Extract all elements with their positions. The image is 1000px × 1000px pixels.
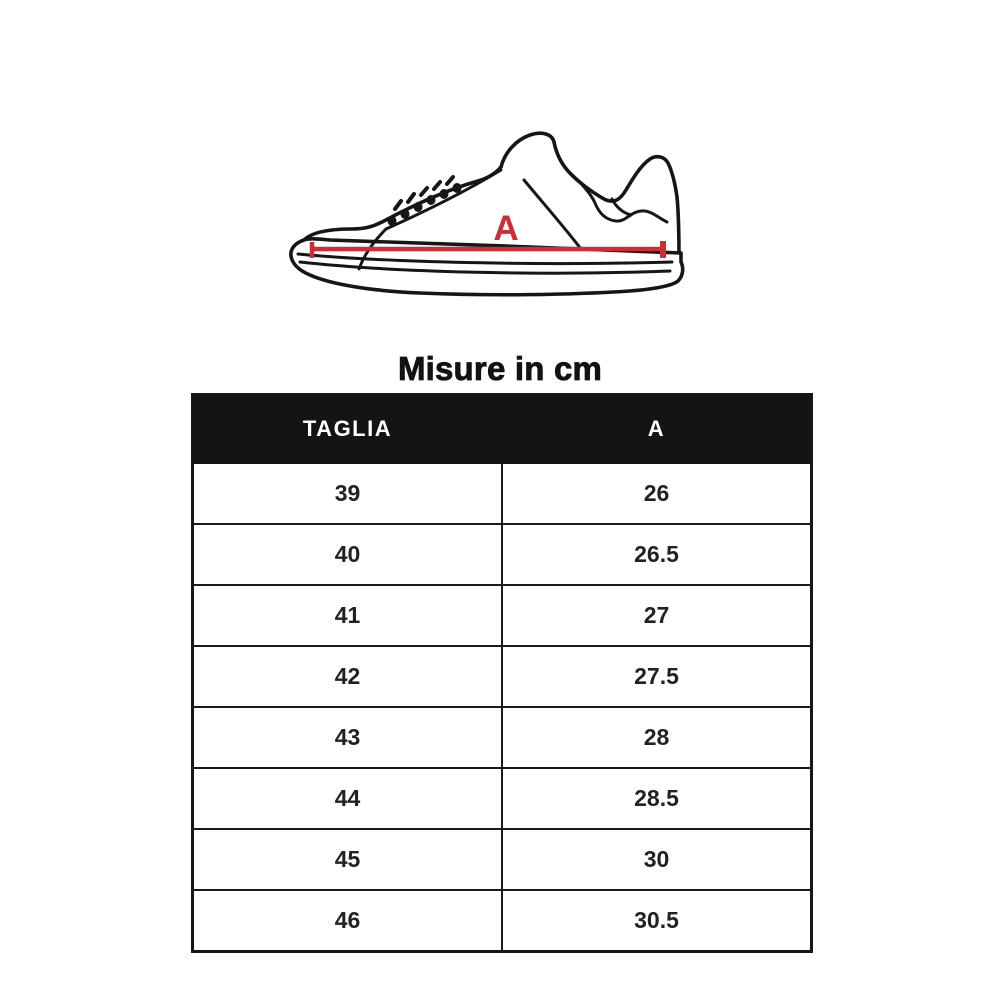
table-row: 42 27.5 [191, 645, 813, 708]
header-cell-a: A [501, 393, 813, 464]
table-row: 46 30.5 [191, 889, 813, 953]
table-row: 43 28 [191, 706, 813, 769]
table-header-row: TAGLIA A [191, 393, 813, 464]
cell-a: 27 [501, 584, 813, 647]
shoe-upper-outline [302, 131, 681, 264]
cell-a: 27.5 [501, 645, 813, 708]
table-row: 41 27 [191, 584, 813, 647]
table-row: 44 28.5 [191, 767, 813, 830]
cell-a: 30.5 [501, 889, 813, 953]
quarter-panel-seam [522, 178, 583, 251]
measurement-line-a [309, 241, 666, 258]
table-row: 45 30 [191, 828, 813, 891]
size-table: TAGLIA A 39 26 40 26.5 41 27 42 27.5 43 [191, 393, 813, 953]
cell-taglia: 42 [191, 645, 503, 708]
collar-heel-seam [566, 169, 669, 224]
cell-a: 26 [501, 462, 813, 525]
cell-a: 28 [501, 706, 813, 769]
table-row: 39 26 [191, 462, 813, 525]
table-row: 40 26.5 [191, 523, 813, 586]
cell-a: 30 [501, 828, 813, 891]
sneaker-illustration: A [289, 131, 685, 297]
cell-taglia: 40 [191, 523, 503, 586]
lace-eyelets [387, 183, 462, 226]
header-cell-taglia: TAGLIA [191, 393, 503, 464]
shoe-sole-fill [290, 238, 683, 295]
lace-stay-seam [384, 168, 503, 231]
cell-a: 26.5 [501, 523, 813, 586]
lace-loops [393, 175, 455, 211]
midsole-line-lower [298, 260, 672, 275]
cell-taglia: 39 [191, 462, 503, 525]
cell-taglia: 41 [191, 584, 503, 647]
cell-taglia: 43 [191, 706, 503, 769]
page-title: Misure in cm [397, 350, 603, 388]
measurement-label-a: A [493, 209, 518, 248]
cell-taglia: 44 [191, 767, 503, 830]
midsole-line-upper [296, 252, 674, 266]
cell-a: 28.5 [501, 767, 813, 830]
shoe-upper-fill [304, 133, 679, 262]
shoe-sole-outline [289, 237, 685, 297]
cell-taglia: 46 [191, 889, 503, 953]
cell-taglia: 45 [191, 828, 503, 891]
shoe-diagram: A [270, 112, 710, 347]
heel-tab-seam [610, 197, 633, 217]
